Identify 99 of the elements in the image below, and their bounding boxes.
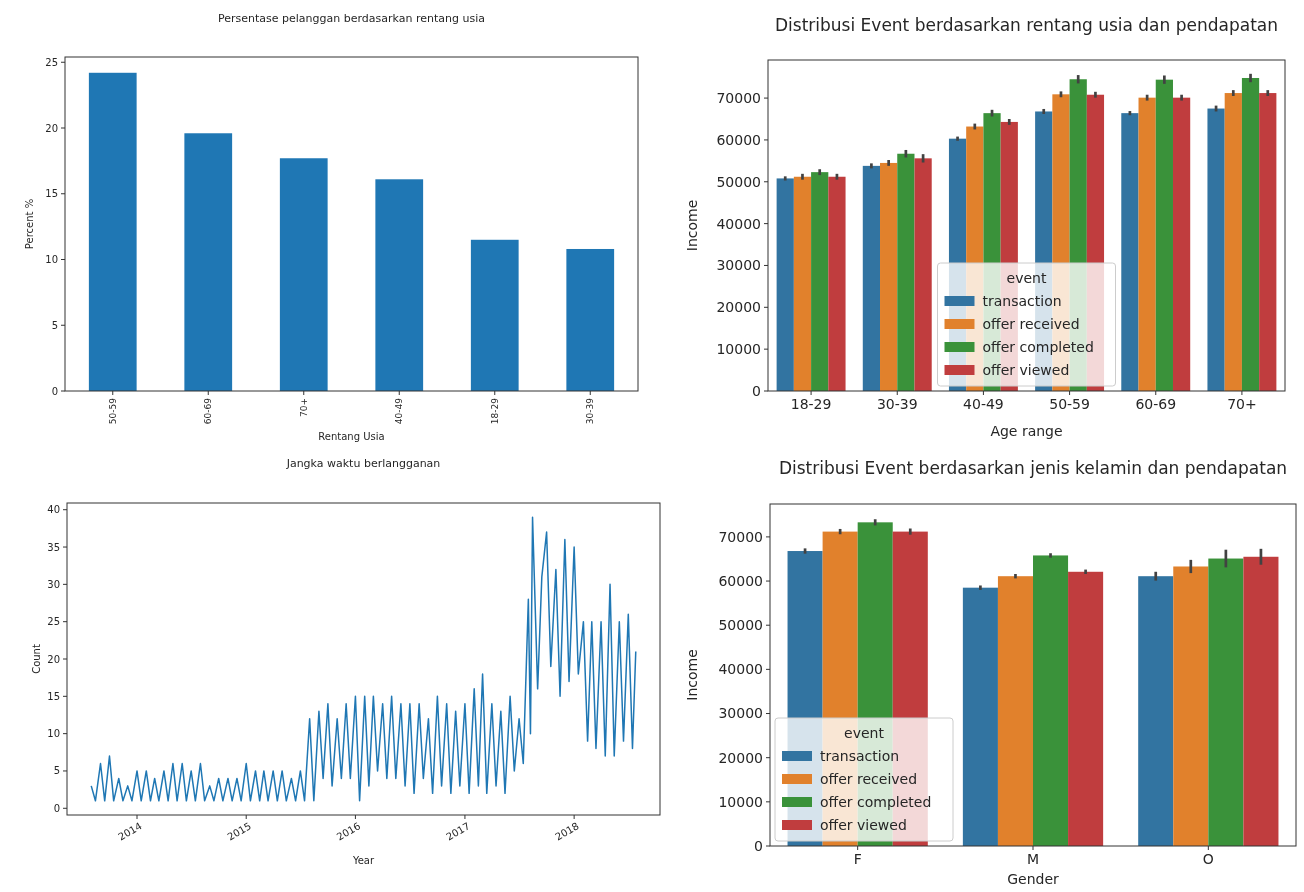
x-tick-label: 70+ <box>298 398 309 417</box>
x-tick-label: 40-49 <box>963 396 1004 413</box>
legend-label: offer received <box>820 771 918 787</box>
y-tick-label: 50000 <box>718 617 763 634</box>
bar <box>1121 113 1139 391</box>
x-tick-label: M <box>1026 851 1040 868</box>
bar <box>1173 566 1209 846</box>
bar <box>1138 97 1156 391</box>
y-tick-label: 40 <box>47 504 60 516</box>
bar <box>997 576 1033 846</box>
y-tick-label: 20000 <box>718 749 763 766</box>
y-tick-label: 50000 <box>716 173 761 190</box>
y-axis-title: Count <box>31 644 42 674</box>
bar <box>1208 558 1244 846</box>
bar <box>184 133 233 391</box>
x-tick-label: 60-69 <box>1135 396 1177 413</box>
x-tick-label: 70+ <box>1227 396 1257 413</box>
bar <box>1224 93 1242 391</box>
x-tick-label: F <box>853 851 862 868</box>
legend-title: event <box>844 725 885 741</box>
y-tick-label: 60000 <box>716 131 761 148</box>
bar <box>1138 576 1174 846</box>
legend-title: event <box>1006 270 1047 286</box>
y-tick-label: 15 <box>45 188 58 200</box>
bar <box>470 239 519 391</box>
x-tick-label: 50-59 <box>1049 396 1090 413</box>
x-tick-label: 40-49 <box>394 397 405 425</box>
bar <box>1172 97 1191 391</box>
legend-label: offer completed <box>820 794 932 810</box>
x-tick-label: 30-39 <box>876 396 918 413</box>
y-tick-label: 40000 <box>718 661 763 678</box>
y-tick-label: 35 <box>47 541 60 553</box>
bar <box>828 176 846 391</box>
line-series <box>90 516 637 802</box>
y-tick-label: 10000 <box>716 341 761 358</box>
legend-label: offer viewed <box>982 362 1070 378</box>
y-tick-label: 25 <box>47 616 60 628</box>
y-tick-label: 10000 <box>718 793 763 810</box>
bar <box>793 176 812 391</box>
x-tick-label: O <box>1202 851 1214 868</box>
bar <box>914 158 932 391</box>
y-tick-label: 20 <box>45 122 58 134</box>
x-tick-label: 18-29 <box>790 396 832 413</box>
y-tick-label: 30 <box>47 578 60 590</box>
y-tick-label: 5 <box>51 319 58 331</box>
y-tick-label: 0 <box>752 382 761 399</box>
y-axis-title: Income <box>684 649 700 701</box>
legend-label: offer received <box>982 316 1080 332</box>
x-tick-label: 60-69 <box>203 397 214 425</box>
chart-title: Distribusi Event berdasarkan jenis kelamin dan pendapatan <box>778 458 1288 478</box>
legend-label: offer viewed <box>820 817 907 833</box>
bar <box>811 172 829 391</box>
y-tick-label: 15 <box>47 690 60 702</box>
y-tick-label: 30000 <box>718 705 763 722</box>
bar <box>279 158 328 391</box>
bar <box>897 153 915 391</box>
x-axis-title: Age range <box>990 423 1063 439</box>
bar <box>566 248 615 391</box>
y-tick-label: 40000 <box>716 215 761 232</box>
chart-title: Persentase pelanggan berdasarkan rentang usia <box>218 12 485 25</box>
bar <box>1155 79 1173 391</box>
bar <box>862 165 881 391</box>
y-tick-label: 5 <box>53 765 60 777</box>
y-tick-label: 0 <box>53 802 60 814</box>
y-tick-label: 60000 <box>718 572 763 589</box>
y-tick-label: 30000 <box>716 257 761 274</box>
y-axis-title: Percent % <box>24 198 35 250</box>
x-axis-title: Rentang Usia <box>318 431 385 442</box>
bar <box>1259 93 1277 391</box>
bar <box>776 178 794 391</box>
bar <box>1033 555 1069 846</box>
y-tick-label: 0 <box>754 837 763 854</box>
x-axis-title: Year <box>351 855 375 866</box>
y-tick-label: 0 <box>51 385 58 397</box>
legend-label: transaction <box>820 748 900 764</box>
y-tick-label: 70000 <box>718 528 763 545</box>
bar <box>1241 77 1260 391</box>
chart-title: Jangka waktu berlangganan <box>285 457 441 470</box>
y-axis-title: Income <box>684 199 700 252</box>
y-tick-label: 10 <box>45 254 58 265</box>
y-tick-label: 10 <box>47 728 60 740</box>
x-tick-label: 50-59 <box>107 397 118 425</box>
legend-label: offer completed <box>982 339 1094 355</box>
x-axis-title: Gender <box>1007 871 1060 887</box>
y-tick-label: 20 <box>47 653 60 665</box>
bar <box>1207 108 1225 391</box>
x-tick-label: 30-39 <box>585 397 596 425</box>
y-tick-label: 20000 <box>716 299 761 316</box>
bar <box>88 72 137 391</box>
bar <box>1068 571 1104 846</box>
x-tick-label: 18-29 <box>489 397 500 425</box>
chart-title: Distribusi Event berdasarkan rentang usia dan pendapatan <box>774 15 1279 35</box>
bar <box>375 179 424 391</box>
y-tick-label: 70000 <box>716 89 761 106</box>
bar <box>962 587 998 846</box>
legend-label: transaction <box>982 293 1062 309</box>
bar <box>1243 556 1279 846</box>
bar <box>880 162 898 391</box>
y-tick-label: 25 <box>45 56 58 68</box>
